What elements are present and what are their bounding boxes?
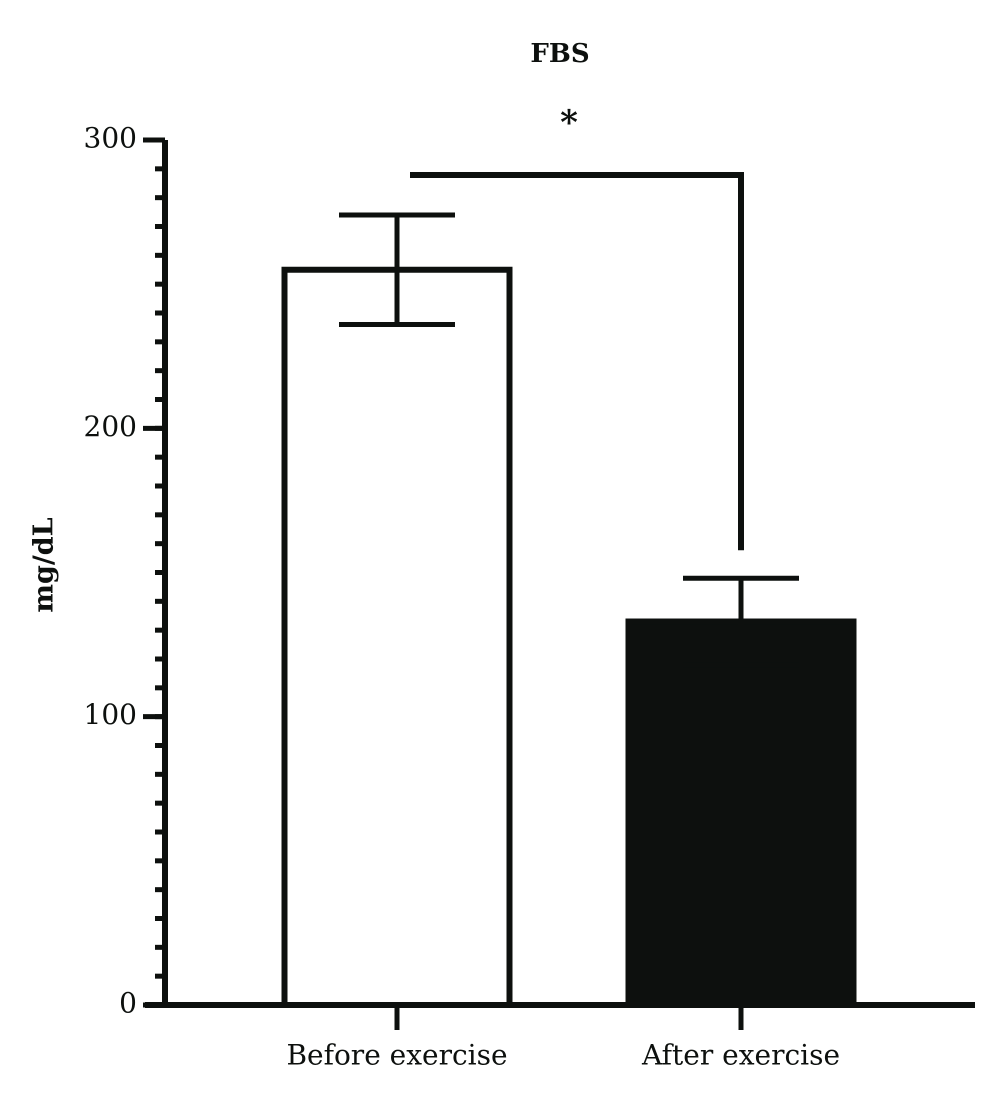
y-tick-label: 0	[119, 987, 137, 1020]
error-bar	[339, 212, 455, 328]
chart-title: FBS	[530, 39, 589, 69]
y-tick-label: 200	[84, 410, 137, 443]
significance-bracket	[410, 172, 744, 551]
bar	[625, 618, 857, 1008]
bar	[281, 266, 513, 1008]
error-bar	[683, 575, 799, 668]
y-tick-label: 100	[84, 698, 137, 731]
y-tick-label: 300	[84, 122, 137, 155]
significance-label: *	[560, 103, 578, 143]
y-axis-label: mg/dL	[29, 517, 60, 612]
x-tick-label: Before exercise	[286, 1039, 507, 1072]
x-tick-label: After exercise	[641, 1039, 840, 1072]
